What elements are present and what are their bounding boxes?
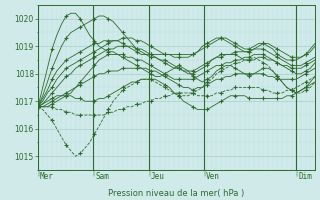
Text: Dim: Dim bbox=[298, 172, 312, 181]
Text: Sam: Sam bbox=[95, 172, 109, 181]
Text: Mer: Mer bbox=[40, 172, 53, 181]
Text: Pression niveau de la mer( hPa ): Pression niveau de la mer( hPa ) bbox=[108, 189, 244, 198]
Text: |: | bbox=[295, 170, 298, 176]
Text: |: | bbox=[92, 170, 94, 176]
Text: Ven: Ven bbox=[206, 172, 220, 181]
Text: |: | bbox=[203, 170, 205, 176]
Text: |: | bbox=[37, 170, 39, 176]
Text: |: | bbox=[148, 170, 150, 176]
Text: Jeu: Jeu bbox=[150, 172, 164, 181]
